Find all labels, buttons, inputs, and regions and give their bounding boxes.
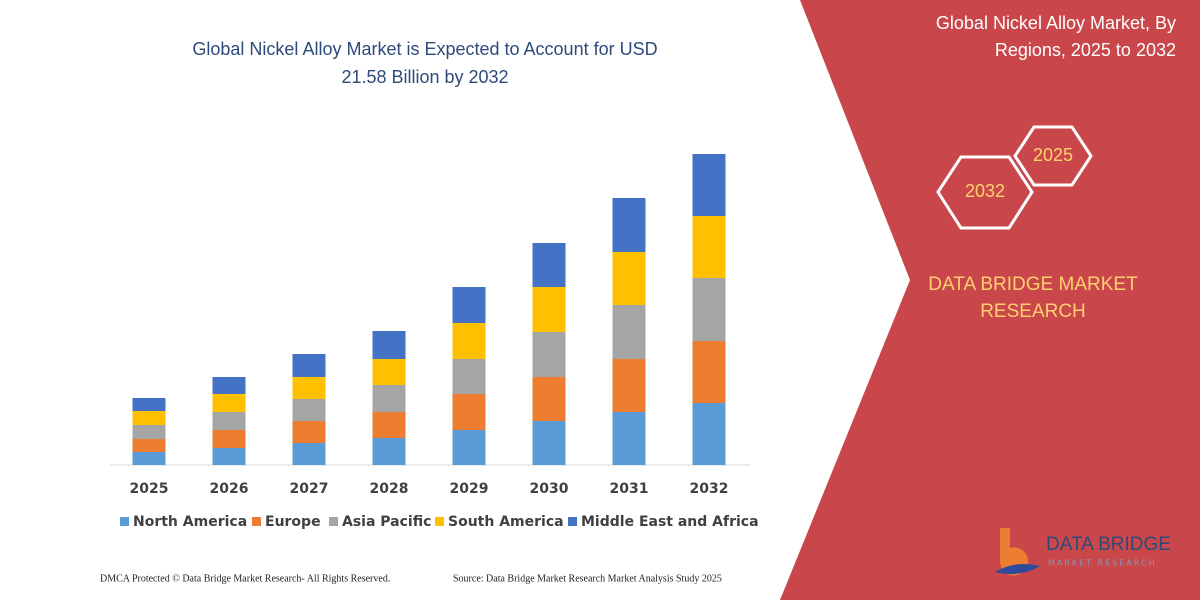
- bar-segment: [132, 452, 166, 465]
- legend-label: Asia Pacific: [342, 514, 431, 530]
- footer-left: DMCA Protected © Data Bridge Market Rese…: [100, 573, 390, 584]
- bar-segment: [132, 425, 166, 439]
- bar-segment: [612, 252, 646, 305]
- bar-segment: [452, 430, 486, 465]
- bar-segment: [692, 278, 726, 341]
- x-tick-label: 2028: [370, 481, 409, 497]
- hex-label: 2025: [1033, 145, 1073, 165]
- legend-swatch: [568, 517, 577, 526]
- bar-segment: [212, 394, 246, 412]
- bar-segment: [532, 377, 566, 421]
- bar-segment: [612, 198, 646, 252]
- legend-swatch: [329, 517, 338, 526]
- hex-label: 2032: [965, 181, 1005, 201]
- bar-segment: [372, 359, 406, 385]
- x-tick-label: 2029: [450, 481, 489, 497]
- legend-label: Europe: [265, 514, 321, 530]
- bar-segment: [132, 398, 166, 411]
- logo-mark: [1000, 528, 1028, 576]
- bar-segment: [212, 430, 246, 448]
- brand-text: DATA BRIDGE MARKET: [928, 274, 1138, 295]
- logo-mark: [995, 564, 1040, 574]
- bar-segment: [292, 443, 326, 465]
- bar-segment: [372, 438, 406, 465]
- bar-segment: [212, 377, 246, 394]
- bar-segment: [372, 331, 406, 359]
- x-tick-label: 2027: [290, 481, 329, 497]
- bar-segment: [612, 305, 646, 359]
- chart-title: 21.58 Billion by 2032: [341, 67, 508, 87]
- bar-segment: [692, 154, 726, 216]
- hexagon: [936, 155, 1034, 230]
- bar-segment: [452, 394, 486, 430]
- bar-segment: [132, 411, 166, 425]
- bar-segment: [132, 439, 166, 452]
- x-tick-label: 2026: [210, 481, 249, 497]
- logo-name: DATA BRIDGE: [1046, 534, 1171, 555]
- bar-segment: [692, 403, 726, 465]
- footer-right: Source: Data Bridge Market Research Mark…: [453, 573, 722, 584]
- bar-segment: [292, 399, 326, 421]
- bar-segment: [612, 359, 646, 412]
- brand-text: RESEARCH: [980, 301, 1086, 322]
- legend-label: Middle East and Africa: [581, 514, 759, 530]
- bar-segment: [452, 359, 486, 394]
- bar-segment: [452, 287, 486, 323]
- bar-segment: [292, 421, 326, 443]
- x-tick-label: 2030: [530, 481, 569, 497]
- legend-label: North America: [133, 514, 247, 530]
- bar-segment: [292, 354, 326, 377]
- bar-segment: [372, 412, 406, 438]
- bar-segment: [292, 377, 326, 399]
- bar-segment: [452, 323, 486, 359]
- logo-tagline: MARKET RESEARCH: [1048, 559, 1157, 568]
- legend-label: South America: [448, 514, 564, 530]
- bar-segment: [692, 341, 726, 403]
- side-title: Regions, 2025 to 2032: [995, 40, 1176, 60]
- legend-swatch: [252, 517, 261, 526]
- x-tick-label: 2031: [610, 481, 649, 497]
- bar-segment: [532, 332, 566, 377]
- hexagon: [1013, 125, 1093, 187]
- bar-segment: [692, 216, 726, 278]
- legend-swatch: [435, 517, 444, 526]
- bar-segment: [532, 421, 566, 465]
- bar-segment: [532, 243, 566, 287]
- bar-segment: [212, 448, 246, 465]
- chart-title: Global Nickel Alloy Market is Expected t…: [192, 39, 657, 59]
- x-tick-label: 2032: [690, 481, 729, 497]
- bar-segment: [532, 287, 566, 332]
- side-title: Global Nickel Alloy Market, By: [936, 13, 1176, 33]
- legend-swatch: [120, 517, 129, 526]
- bar-segment: [372, 385, 406, 412]
- bar-segment: [612, 412, 646, 465]
- bar-segment: [212, 412, 246, 430]
- x-tick-label: 2025: [130, 481, 169, 497]
- side-panel: [780, 0, 1200, 600]
